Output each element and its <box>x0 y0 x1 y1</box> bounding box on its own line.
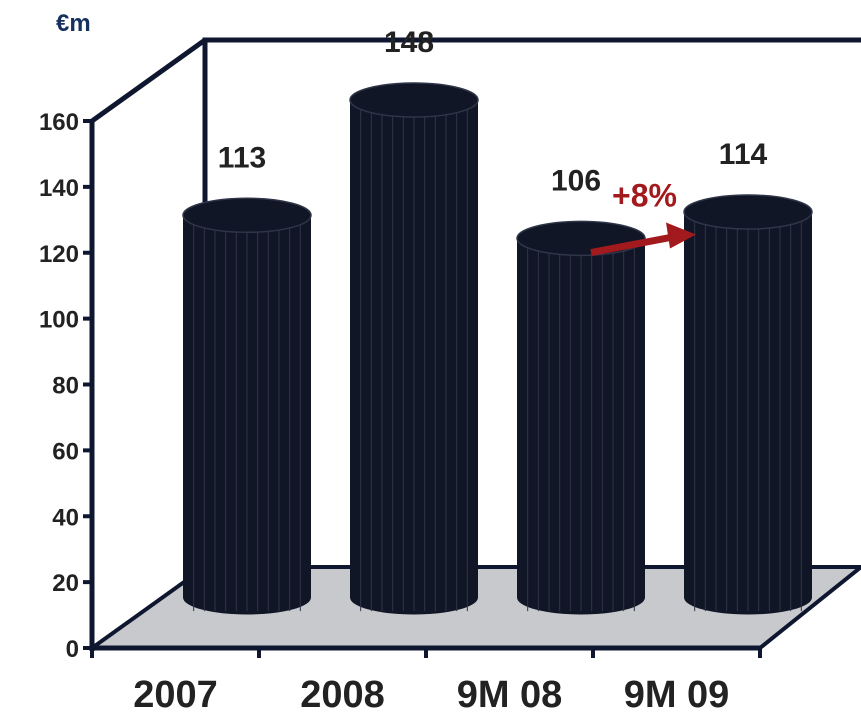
y-tick-label: 140 <box>39 175 79 202</box>
data-labels: 113 148 106 114 <box>218 26 768 197</box>
bar <box>516 220 646 615</box>
y-tick-label: 20 <box>52 570 79 597</box>
y-tick-label: 0 <box>66 636 79 663</box>
unit-label: €m <box>56 10 91 37</box>
data-label: 114 <box>719 138 768 171</box>
growth-arrow-shaft <box>590 234 671 256</box>
growth-arrow-head <box>666 222 696 249</box>
x-axis-ticks: 2007 2008 9M 08 9M 09 <box>90 648 762 716</box>
y-tick-label: 60 <box>52 438 79 465</box>
y-tick-label: 40 <box>52 504 79 531</box>
y-tick-label: 100 <box>39 307 79 334</box>
y-axis-ticks: 0 20 40 60 80 100 120 140 160 <box>39 109 92 663</box>
bar <box>182 197 312 615</box>
bar <box>683 194 813 615</box>
x-tick-label: 2008 <box>300 674 385 716</box>
bar <box>349 82 479 615</box>
data-label: 113 <box>218 141 266 174</box>
x-tick-label: 2007 <box>133 674 218 716</box>
growth-annotation: +8% <box>590 178 696 256</box>
y-tick-label: 120 <box>39 241 79 268</box>
data-label: 106 <box>551 164 601 197</box>
x-tick-label: 9M 08 <box>457 674 563 716</box>
side-wall-edge <box>90 37 207 124</box>
y-tick-label: 80 <box>52 373 79 400</box>
growth-label: +8% <box>612 178 677 214</box>
bars <box>182 82 813 615</box>
y-tick-label: 160 <box>39 109 79 136</box>
x-tick-label: 9M 09 <box>624 674 730 716</box>
data-label: 148 <box>384 26 434 59</box>
